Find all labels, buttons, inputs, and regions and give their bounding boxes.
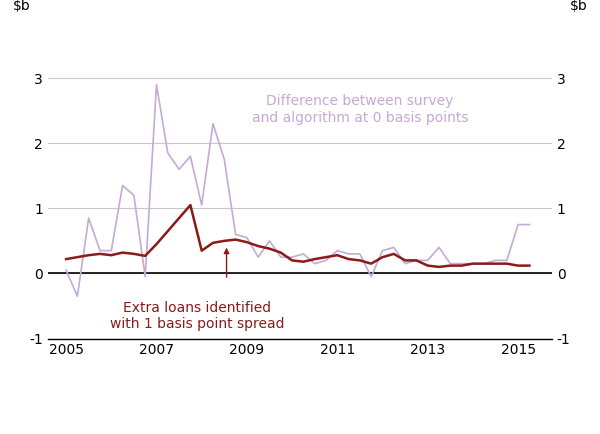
Text: $b: $b [569, 0, 587, 13]
Text: Difference between survey
and algorithm at 0 basis points: Difference between survey and algorithm … [251, 94, 468, 125]
Text: Extra loans identified
with 1 basis point spread: Extra loans identified with 1 basis poin… [110, 301, 284, 331]
Text: $b: $b [13, 0, 31, 13]
